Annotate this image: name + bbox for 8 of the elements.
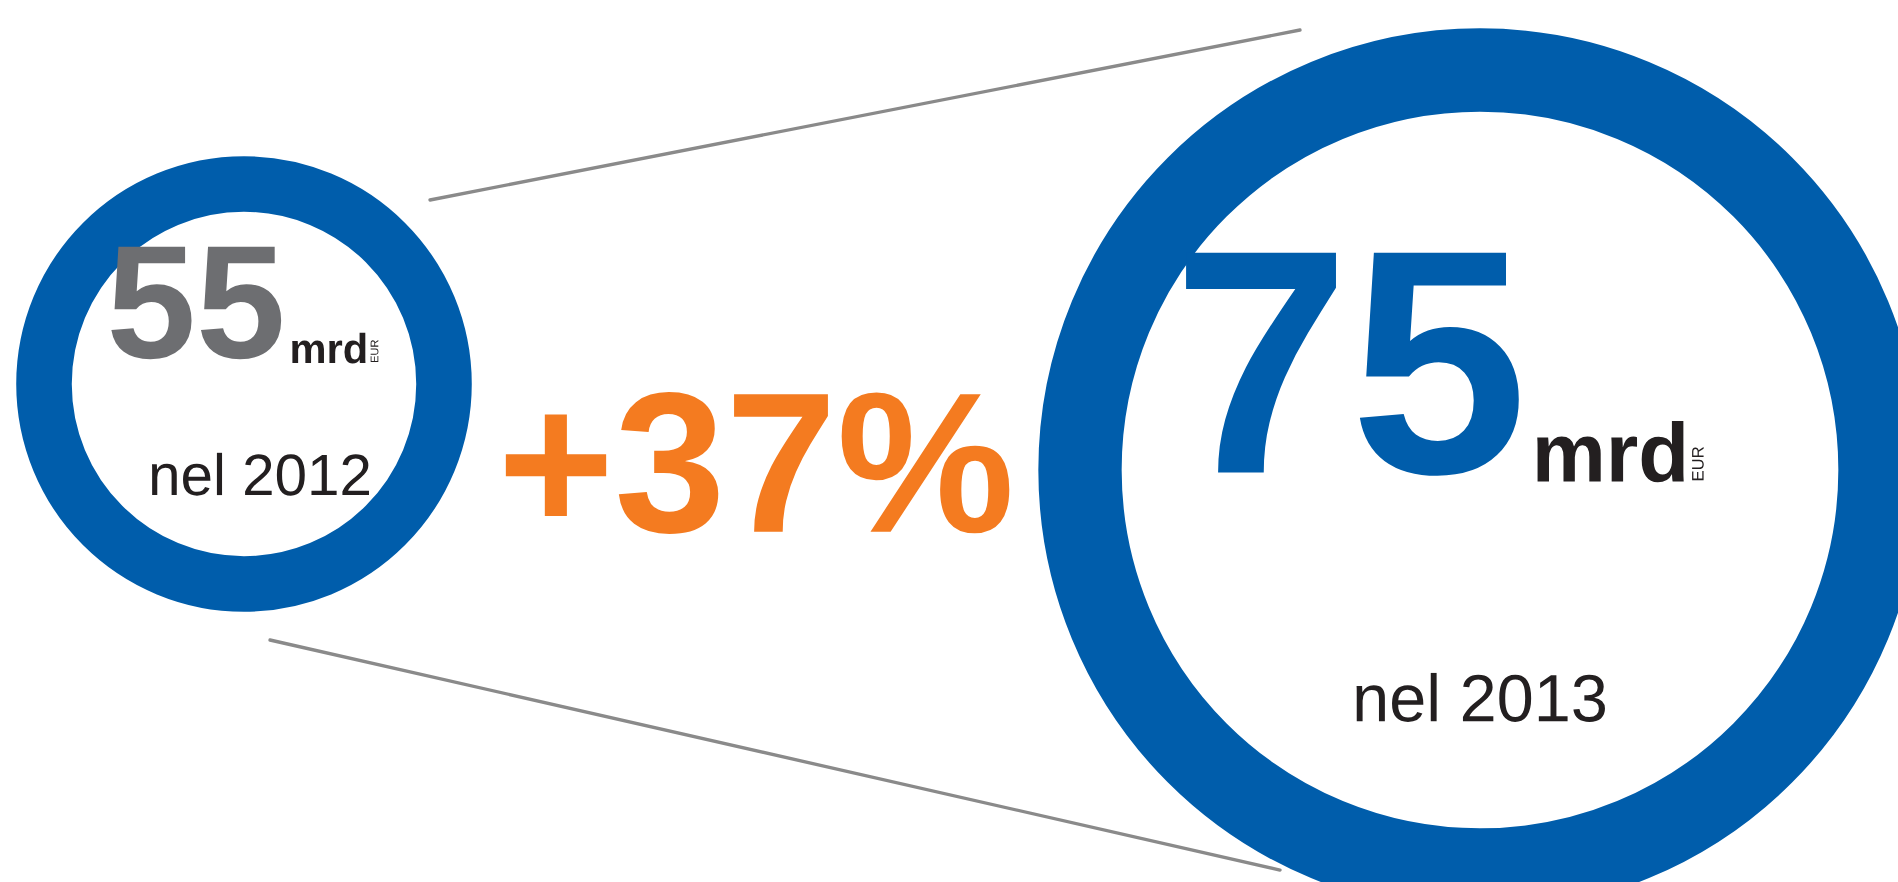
category-label: nel 2012 bbox=[151, 452, 369, 496]
data-label: 75 bbox=[1186, 252, 1519, 476]
text: +37% bbox=[505, 392, 1010, 534]
text: EUR bbox=[1692, 447, 1704, 481]
category-label: nel 2013 bbox=[1356, 672, 1605, 722]
data-label: 55 bbox=[111, 246, 282, 360]
text: mrd bbox=[1537, 421, 1684, 483]
text: mrd bbox=[292, 332, 366, 364]
